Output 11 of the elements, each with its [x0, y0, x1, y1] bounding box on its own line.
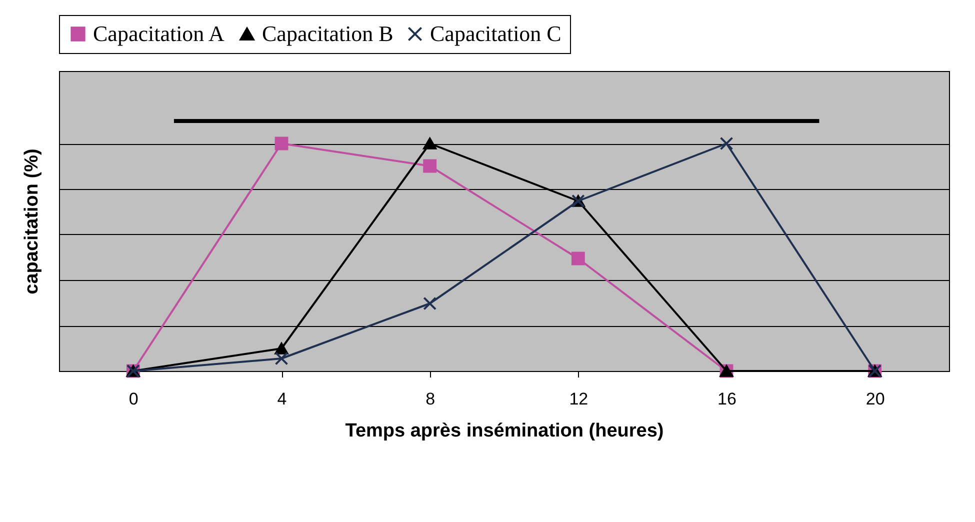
x-axis-title: Temps après insémination (heures) [345, 420, 664, 442]
legend-label: Capacitation A [93, 21, 224, 46]
y-axis-title: capacitation (%) [22, 148, 42, 294]
legend-label: Capacitation B [262, 21, 394, 46]
x-tick-label: 20 [866, 390, 885, 408]
x-tick-label: 0 [128, 390, 138, 408]
x-tick-label: 16 [718, 390, 736, 408]
x-tick-label: 12 [569, 390, 588, 408]
x-tick-label: 4 [277, 390, 287, 408]
x-tick-label: 8 [426, 390, 436, 408]
legend-label: Capacitation C [430, 21, 562, 46]
